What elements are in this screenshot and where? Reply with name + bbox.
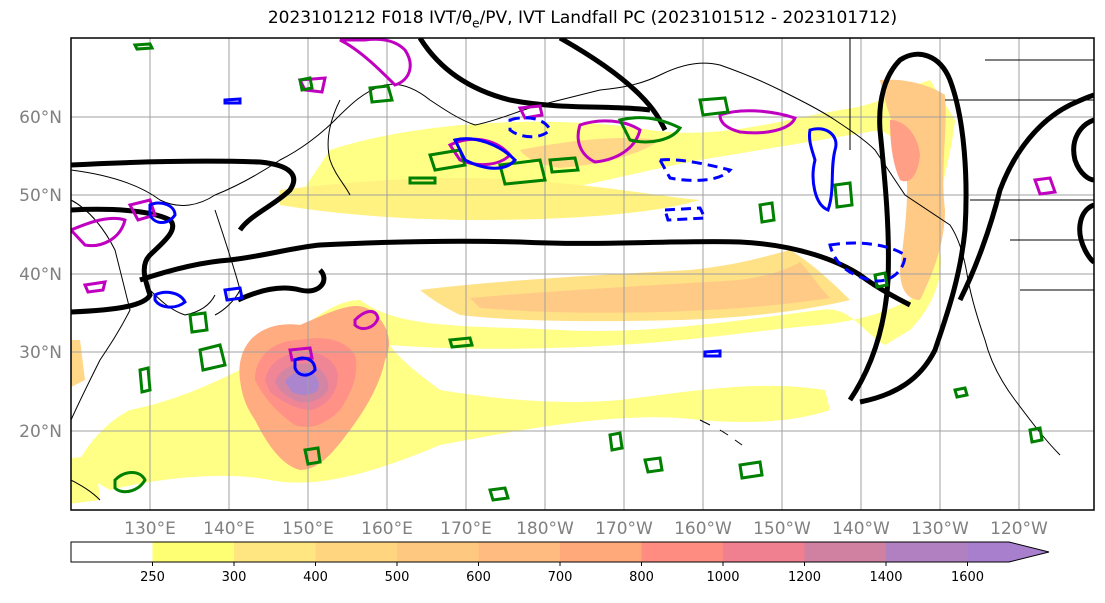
graticule [71,38,1094,510]
lon-label: 180°W [516,519,574,539]
lat-labels: 60°N 50°N 40°N 30°N 20°N [19,108,62,442]
colorbar-label: 1200 [788,570,821,585]
lat-label: 60°N [19,108,62,128]
lat-label: 20°N [19,422,62,442]
map-frame [70,37,1095,511]
colorbar-segment [641,542,724,562]
colorbar-label: 1400 [869,570,902,585]
colorbar-segment [967,542,1049,562]
colorbar-segment [315,542,398,562]
coastlines [71,38,1094,501]
colorbar-frame [70,541,1050,563]
lon-label: 150°E [282,519,334,539]
colorbar-label: 1600 [951,570,984,585]
colorbar-segment [478,542,561,562]
colorbar-segment [723,542,805,562]
colorbar-label: 600 [466,570,491,585]
lon-label: 140°W [832,519,890,539]
colorbar-segment [234,542,316,562]
lat-label: 50°N [19,186,62,206]
colorbar-segment [560,542,642,562]
theta-e-contours-green [113,42,1044,502]
colorbar-labels: 250 300 400 500 600 700 800 1000 1200 1400 1600 [140,562,984,585]
lat-label: 30°N [19,343,62,363]
pv-contours-blue [148,97,907,377]
lon-labels: 130°E 140°E 150°E 160°E 170°E 180°W 170°… [124,519,1048,539]
colorbar-label: 300 [222,570,247,585]
map-title: 2023101212 F018 IVT/θe/PV, IVT Landfall … [267,8,898,31]
lon-label: 130°E [124,519,176,539]
colorbar-segments [70,541,1050,563]
colorbar-label: 700 [548,570,573,585]
lon-label: 140°E [203,519,255,539]
colorbar-segment [886,542,968,562]
lon-label: 150°W [753,519,811,539]
colorbar-label: 1000 [706,570,739,585]
lon-label: 120°W [990,519,1048,539]
colorbar-segment [397,542,479,562]
colorbar-label: 800 [629,570,654,585]
colorbar-label: 400 [303,570,328,585]
jet-contours [71,38,1094,405]
lon-label: 160°E [361,519,413,539]
colorbar-segment [804,542,887,562]
lon-label: 160°W [674,519,732,539]
lon-label: 170°W [595,519,653,539]
colorbar-label: 250 [140,570,165,585]
colorbar-segment [152,542,235,562]
lon-label: 130°W [911,519,969,539]
lat-label: 40°N [19,265,62,285]
colorbar-segment [71,542,153,562]
lon-label: 170°E [440,519,492,539]
colorbar-label: 500 [385,570,410,585]
